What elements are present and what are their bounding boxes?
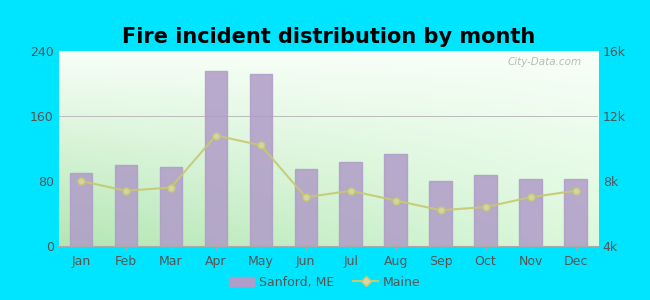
Bar	[519, 179, 542, 246]
Bar	[339, 162, 362, 246]
Bar	[474, 175, 497, 246]
Title: Fire incident distribution by month: Fire incident distribution by month	[122, 27, 535, 47]
Bar	[384, 154, 407, 246]
Bar	[250, 74, 272, 246]
Bar	[114, 165, 137, 246]
Text: City-Data.com: City-Data.com	[508, 57, 582, 67]
Bar	[70, 173, 92, 246]
Bar	[205, 71, 227, 246]
Bar	[564, 179, 587, 246]
Bar	[430, 181, 452, 246]
Bar	[160, 167, 182, 246]
Bar	[294, 169, 317, 246]
Legend: Sanford, ME, Maine: Sanford, ME, Maine	[224, 271, 426, 294]
